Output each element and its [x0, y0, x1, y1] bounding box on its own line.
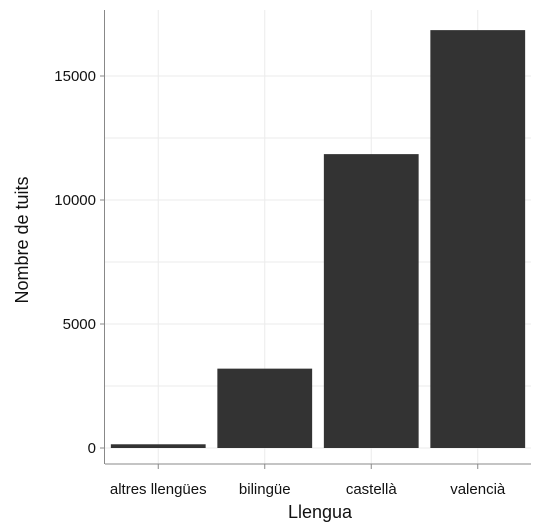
bar — [217, 368, 313, 448]
x-tick-label: altres llengües — [110, 481, 207, 498]
axes — [100, 10, 531, 469]
y-tick-label: 0 — [88, 440, 96, 457]
bar — [430, 30, 526, 449]
x-tick-label: valencià — [450, 481, 506, 498]
bars — [110, 30, 526, 449]
bar — [323, 154, 419, 448]
x-tick-label: bilingüe — [239, 481, 291, 498]
y-tick-label: 5000 — [63, 316, 96, 333]
bar — [110, 444, 206, 448]
x-tick-label: castellà — [346, 481, 398, 498]
y-tick-label: 10000 — [54, 192, 96, 209]
y-axis-title: Nombre de tuits — [12, 176, 32, 303]
x-axis-title: Llengua — [288, 502, 353, 522]
tick-labels: 0 5000 10000 15000 altres llengües bilingüe ca… — [54, 68, 506, 498]
y-tick-label: 15000 — [54, 68, 96, 85]
